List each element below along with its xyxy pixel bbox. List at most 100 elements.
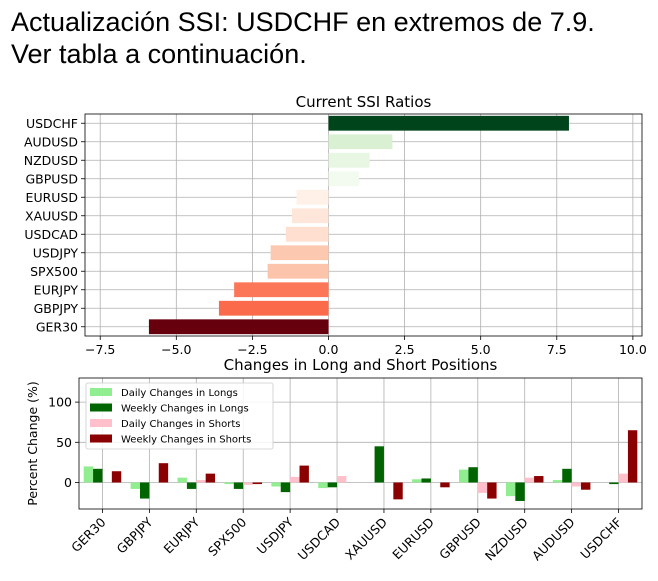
ssi-bar-gbpusd	[328, 171, 359, 187]
ssi-bar-audusd	[328, 134, 393, 150]
changes-bar-eurjpy-2	[186, 482, 197, 489]
ssi-y-tick-label: USDCHF	[26, 116, 78, 131]
position-changes-chart: Changes in Long and Short Positions 0 50 10…	[25, 356, 643, 564]
ssi-x-tick-label: 5.0	[471, 342, 491, 357]
changes-x-tick-label: USDCAD	[295, 515, 344, 564]
ssi-bar-usdchf	[328, 115, 569, 131]
changes-bar-spx500-4	[252, 482, 262, 485]
changes-bar-usdjpy-2	[280, 482, 291, 493]
ssi-x-tick-label: −2.5	[237, 342, 267, 357]
changes-bar-eurjpy-3	[196, 480, 206, 483]
changes-bar-usdcad-2	[327, 482, 338, 488]
ssi-bar-eurusd	[296, 189, 329, 205]
changes-bar-spx500-3	[243, 482, 253, 485]
changes-bar-usdcad-3	[337, 476, 347, 483]
legend-swatch	[90, 403, 112, 412]
ssi-x-tick-label: 7.5	[547, 342, 567, 357]
changes-legend: Daily Changes in Longs Weekly Changes in …	[85, 382, 274, 450]
changes-bar-usdchf-3	[618, 473, 628, 483]
changes-x-tick-label: NZDUSD	[482, 515, 531, 564]
changes-bar-nzdusd-3	[524, 477, 535, 483]
legend-label: Weekly Changes in Longs	[121, 404, 249, 415]
ssi-bar-usdcad	[285, 226, 329, 242]
legend-label: Daily Changes in Shorts	[121, 419, 241, 430]
ssi-y-tick-label: XAUUSD	[25, 208, 78, 223]
changes-bar-gbpusd-4	[487, 482, 497, 499]
changes-bar-xauusd-4	[393, 482, 403, 500]
changes-x-tick-label: XAUUSD	[342, 515, 390, 563]
changes-bar-ger30-4	[111, 471, 122, 483]
ssi-x-tick-label: 10.0	[619, 342, 647, 357]
changes-bar-nzdusd-2	[515, 482, 525, 501]
changes-y-tick-label: 0	[64, 475, 72, 490]
changes-y-tick-label: 100	[48, 395, 72, 410]
changes-bar-eurjpy-1	[177, 477, 187, 483]
changes-y-tick-label: 50	[56, 435, 72, 450]
ssi-ratio-chart: Current SSI Ratios −7.5 −5.0 −2.5 0.0 2.5 5.0 7…	[24, 93, 647, 357]
ssi-y-tick-label: GBPJPY	[34, 301, 79, 316]
changes-x-tick-label: GER30	[68, 514, 108, 554]
changes-bar-usdjpy-4	[299, 465, 309, 483]
headline-line-2: Ver tabla a continuación.	[11, 39, 307, 69]
headline-line-1: Actualización SSI: USDCHF en extremos de…	[11, 7, 595, 37]
changes-bar-nzdusd-4	[534, 476, 544, 483]
ssi-y-tick-label: USDCAD	[24, 227, 78, 242]
changes-bar-gbpjpy-2	[139, 482, 150, 499]
changes-bar-usdjpy-3	[290, 476, 300, 483]
ssi-bar-ger30	[148, 319, 329, 335]
changes-chart-title: Changes in Long and Short Positions	[224, 356, 498, 374]
changes-bar-eurjpy-4	[205, 473, 216, 483]
changes-y-axis-label: Percent Change (%)	[25, 381, 40, 505]
changes-bar-spx500-1	[224, 482, 234, 485]
changes-bar-gbpjpy-4	[158, 463, 169, 483]
changes-bar-usdchf-2	[609, 482, 619, 485]
changes-bar-spx500-2	[233, 482, 244, 489]
changes-x-tick-label: USDJPY	[254, 514, 297, 557]
ssi-chart-title: Current SSI Ratios	[296, 93, 432, 111]
changes-bar-gbpusd-2	[468, 467, 478, 483]
changes-bar-gbpusd-3	[477, 482, 488, 493]
legend-swatch	[90, 388, 112, 396]
changes-axes-frame	[78, 377, 643, 510]
changes-bar-audusd-1	[552, 480, 563, 483]
legend-swatch	[90, 434, 112, 443]
ssi-bar-spx500	[267, 263, 329, 279]
changes-x-tick-label: GBPUSD	[436, 515, 484, 563]
ssi-axes-frame	[84, 113, 643, 337]
legend-label: Daily Changes in Longs	[121, 388, 238, 399]
ssi-y-tick-label: GER30	[36, 319, 78, 334]
changes-x-tick-label: AUDUSD	[529, 515, 578, 564]
changes-x-tick-label: EURJPY	[160, 514, 202, 556]
changes-x-tick-label: EURUSD	[389, 515, 437, 563]
changes-bar-xauusd-2	[374, 446, 384, 483]
changes-bar-eurusd-1	[412, 479, 422, 483]
ssi-y-tick-label: GBPUSD	[25, 171, 78, 186]
ssi-x-tick-label: −5.0	[161, 342, 191, 357]
ssi-bar-nzdusd	[328, 152, 370, 168]
changes-bar-usdchf-4	[627, 430, 638, 483]
ssi-x-tick-label: 0.0	[319, 342, 339, 357]
ssi-y-tick-label: NZDUSD	[24, 153, 78, 168]
changes-x-tick-label: USDCHF	[577, 515, 624, 562]
changes-bar-usdjpy-1	[271, 482, 281, 487]
changes-bar-audusd-3	[571, 482, 582, 487]
headline: Actualización SSI: USDCHF en extremos de…	[11, 6, 595, 70]
ssi-x-tick-label: 2.5	[395, 342, 415, 357]
changes-bar-ger30-1	[83, 466, 94, 483]
changes-bar-audusd-2	[562, 468, 572, 483]
ssi-y-tick-label: EURJPY	[34, 282, 79, 297]
changes-x-tick-label: GBPJPY	[114, 514, 156, 556]
changes-bar-eurusd-2	[421, 478, 431, 483]
legend-frame	[85, 382, 274, 450]
ssi-bar-usdjpy	[270, 245, 329, 261]
legend-swatch	[90, 419, 112, 427]
changes-bar-eurusd-4	[440, 482, 450, 488]
ssi-bar-eurjpy	[234, 282, 329, 298]
changes-bar-usdcad-1	[318, 482, 328, 489]
ssi-bar-xauusd	[291, 208, 329, 224]
legend-label: Weekly Changes in Shorts	[121, 435, 251, 446]
ssi-y-tick-label: AUDUSD	[24, 134, 78, 149]
ssi-y-tick-label: USDJPY	[33, 245, 79, 260]
changes-x-tick-label: SPX500	[205, 514, 250, 559]
